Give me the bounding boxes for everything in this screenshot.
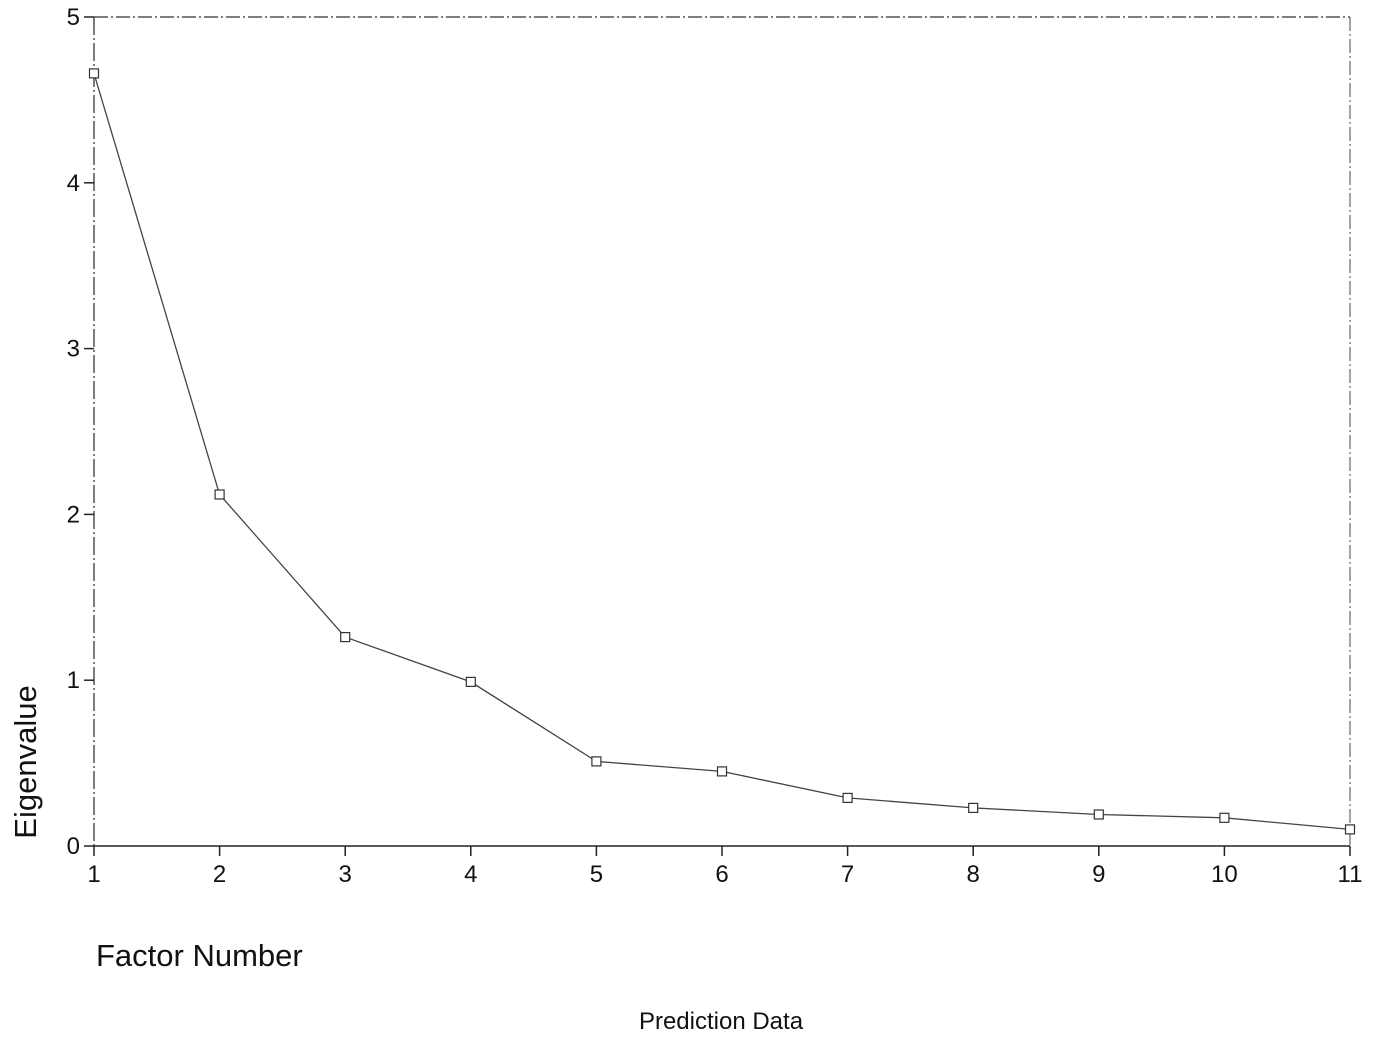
data-point-marker (214, 489, 225, 500)
data-point-marker (842, 792, 853, 804)
x-tick-label: 2 (213, 861, 226, 888)
data-point-marker (968, 802, 979, 814)
y-tick-label: 2 (67, 501, 80, 528)
data-point-marker (1093, 809, 1104, 820)
x-axis: 1 2 3 4 5 6 7 8 9 10 11 (87, 846, 1362, 888)
y-tick-label: 3 (67, 336, 80, 363)
data-point-marker (716, 766, 728, 777)
data-point-marker (1219, 812, 1230, 823)
series (88, 68, 1356, 835)
series-line (93, 73, 1351, 831)
x-axis-title: Factor Number (96, 938, 303, 973)
data-point-marker (88, 68, 100, 79)
y-axis: 0 1 2 3 4 5 (67, 4, 94, 860)
data-point-marker (340, 631, 351, 643)
y-axis-title: Eigenvalue (8, 685, 43, 838)
x-tick-label: 8 (967, 861, 980, 888)
x-tick-label: 3 (339, 861, 352, 888)
y-tick-label: 1 (67, 667, 80, 694)
y-tick-label: 4 (67, 170, 80, 197)
x-tick-label: 4 (464, 861, 477, 888)
y-tick-label: 5 (67, 4, 80, 31)
y-tick-label: 0 (67, 833, 80, 860)
x-tick-label: 7 (841, 861, 854, 888)
x-tick-label: 11 (1338, 861, 1363, 888)
x-tick-label: 6 (715, 861, 728, 888)
x-tick-label: 5 (590, 861, 603, 888)
data-point-marker (465, 676, 476, 688)
data-point-marker (1344, 824, 1356, 835)
x-tick-label: 1 (87, 861, 100, 888)
plot-frame (93, 16, 1351, 847)
chart-caption: Prediction Data (639, 1008, 804, 1035)
x-tick-label: 9 (1092, 861, 1105, 888)
data-point-marker (591, 756, 602, 767)
x-tick-label: 10 (1211, 861, 1238, 888)
